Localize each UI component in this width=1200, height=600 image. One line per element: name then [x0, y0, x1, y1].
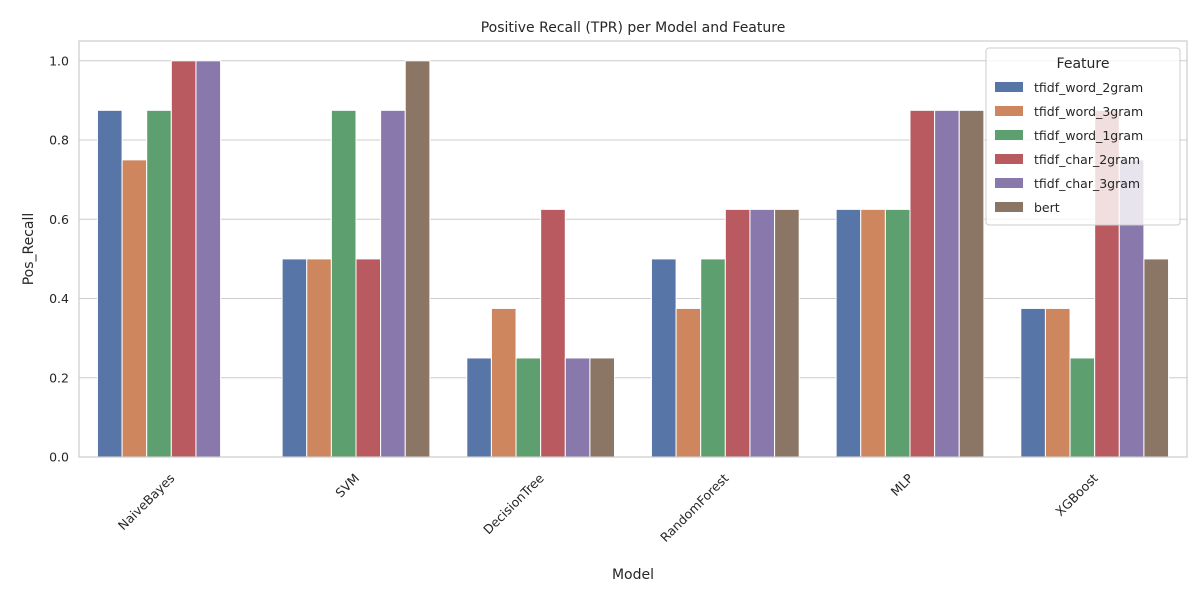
bar-tfidf_word_3gram-RandomForest	[675, 307, 702, 458]
bar-tfidf_word_3gram-XGBoost	[1044, 307, 1071, 458]
chart-title: Positive Recall (TPR) per Model and Feat…	[481, 20, 786, 36]
bar-tfidf_word_3gram-SVM	[306, 258, 332, 458]
bar-tfidf_word_3gram-MLP	[860, 208, 886, 458]
x-tick-label: RandomForest	[657, 470, 731, 544]
bar-tfidf_char_3gram-DecisionTree	[564, 357, 591, 458]
y-tick-label: 0.2	[49, 370, 69, 385]
bar-tfidf_char_3gram-NaiveBayes	[195, 60, 222, 458]
bar-tfidf_word_1gram-SVM	[330, 109, 357, 458]
legend-box	[985, 47, 1181, 226]
bar-bert-DecisionTree	[589, 357, 616, 458]
bar-tfidf_word_2gram-MLP	[835, 208, 862, 458]
x-axis-label: Model	[612, 567, 654, 583]
legend-swatch	[995, 202, 1023, 212]
y-tick-label: 0.4	[49, 291, 69, 306]
bar-tfidf_word_1gram-XGBoost	[1069, 357, 1096, 458]
x-tick-label: SVM	[332, 471, 362, 501]
legend-label: tfidf_word_2gram	[1034, 80, 1143, 95]
legend-label: tfidf_char_3gram	[1034, 176, 1140, 191]
y-tick-label: 0.6	[49, 212, 69, 227]
x-tick-label: DecisionTree	[480, 470, 547, 537]
bar-tfidf_word_2gram-DecisionTree	[466, 357, 492, 458]
y-tick-label: 0.8	[49, 133, 69, 148]
bar-tfidf_word_1gram-DecisionTree	[515, 357, 542, 458]
plot-frame	[78, 40, 1188, 458]
legend-label: tfidf_char_2gram	[1034, 152, 1140, 167]
bar-bert-SVM	[404, 60, 431, 458]
bar-tfidf_char_3gram-RandomForest	[749, 208, 776, 458]
bar-tfidf_word_2gram-RandomForest	[650, 258, 677, 458]
bar-tfidf_word_3gram-DecisionTree	[490, 307, 517, 458]
x-tick-label: MLP	[888, 470, 917, 499]
bar-tfidf_word_1gram-NaiveBayes	[146, 109, 172, 458]
bar-tfidf_char_2gram-RandomForest	[724, 208, 751, 458]
bar-bert-MLP	[958, 109, 985, 458]
legend-title: Feature	[1057, 56, 1110, 72]
x-tick-label: NaiveBayes	[115, 471, 178, 534]
bar-tfidf_char_2gram-DecisionTree	[540, 208, 566, 458]
bar-tfidf_char_2gram-MLP	[909, 109, 936, 458]
legend-label: tfidf_word_3gram	[1034, 104, 1143, 119]
bar-tfidf_char_2gram-NaiveBayes	[170, 60, 197, 458]
legend-swatch	[995, 130, 1023, 140]
x-tick-label: XGBoost	[1052, 470, 1101, 519]
y-tick-label: 0.0	[49, 450, 69, 465]
bar-tfidf_word_3gram-NaiveBayes	[121, 159, 148, 458]
bar-tfidf_char_2gram-SVM	[355, 258, 382, 458]
bar-bert-RandomForest	[774, 208, 800, 458]
bar-tfidf_char_3gram-SVM	[380, 109, 406, 458]
bar-tfidf_word_1gram-MLP	[884, 208, 911, 458]
bar-tfidf_char_3gram-MLP	[934, 109, 960, 458]
y-axis-label: Pos_Recall	[21, 213, 37, 286]
bar-tfidf_word_1gram-RandomForest	[700, 258, 726, 458]
legend-label: tfidf_word_1gram	[1034, 128, 1143, 143]
bar-tfidf_word_2gram-SVM	[281, 258, 308, 458]
bar-tfidf_word_2gram-XGBoost	[1020, 307, 1046, 458]
legend-label: bert	[1034, 200, 1060, 215]
bar-tfidf_word_2gram-NaiveBayes	[96, 109, 123, 458]
legend-swatch	[995, 154, 1023, 164]
y-tick-label: 1.0	[49, 53, 69, 68]
bar-bert-XGBoost	[1143, 258, 1170, 458]
legend: Feature tfidf_word_2gram tfidf_word_3gram…	[985, 47, 1181, 226]
legend-swatch	[995, 106, 1023, 116]
legend-swatch	[995, 82, 1023, 92]
legend-swatch	[995, 178, 1023, 188]
